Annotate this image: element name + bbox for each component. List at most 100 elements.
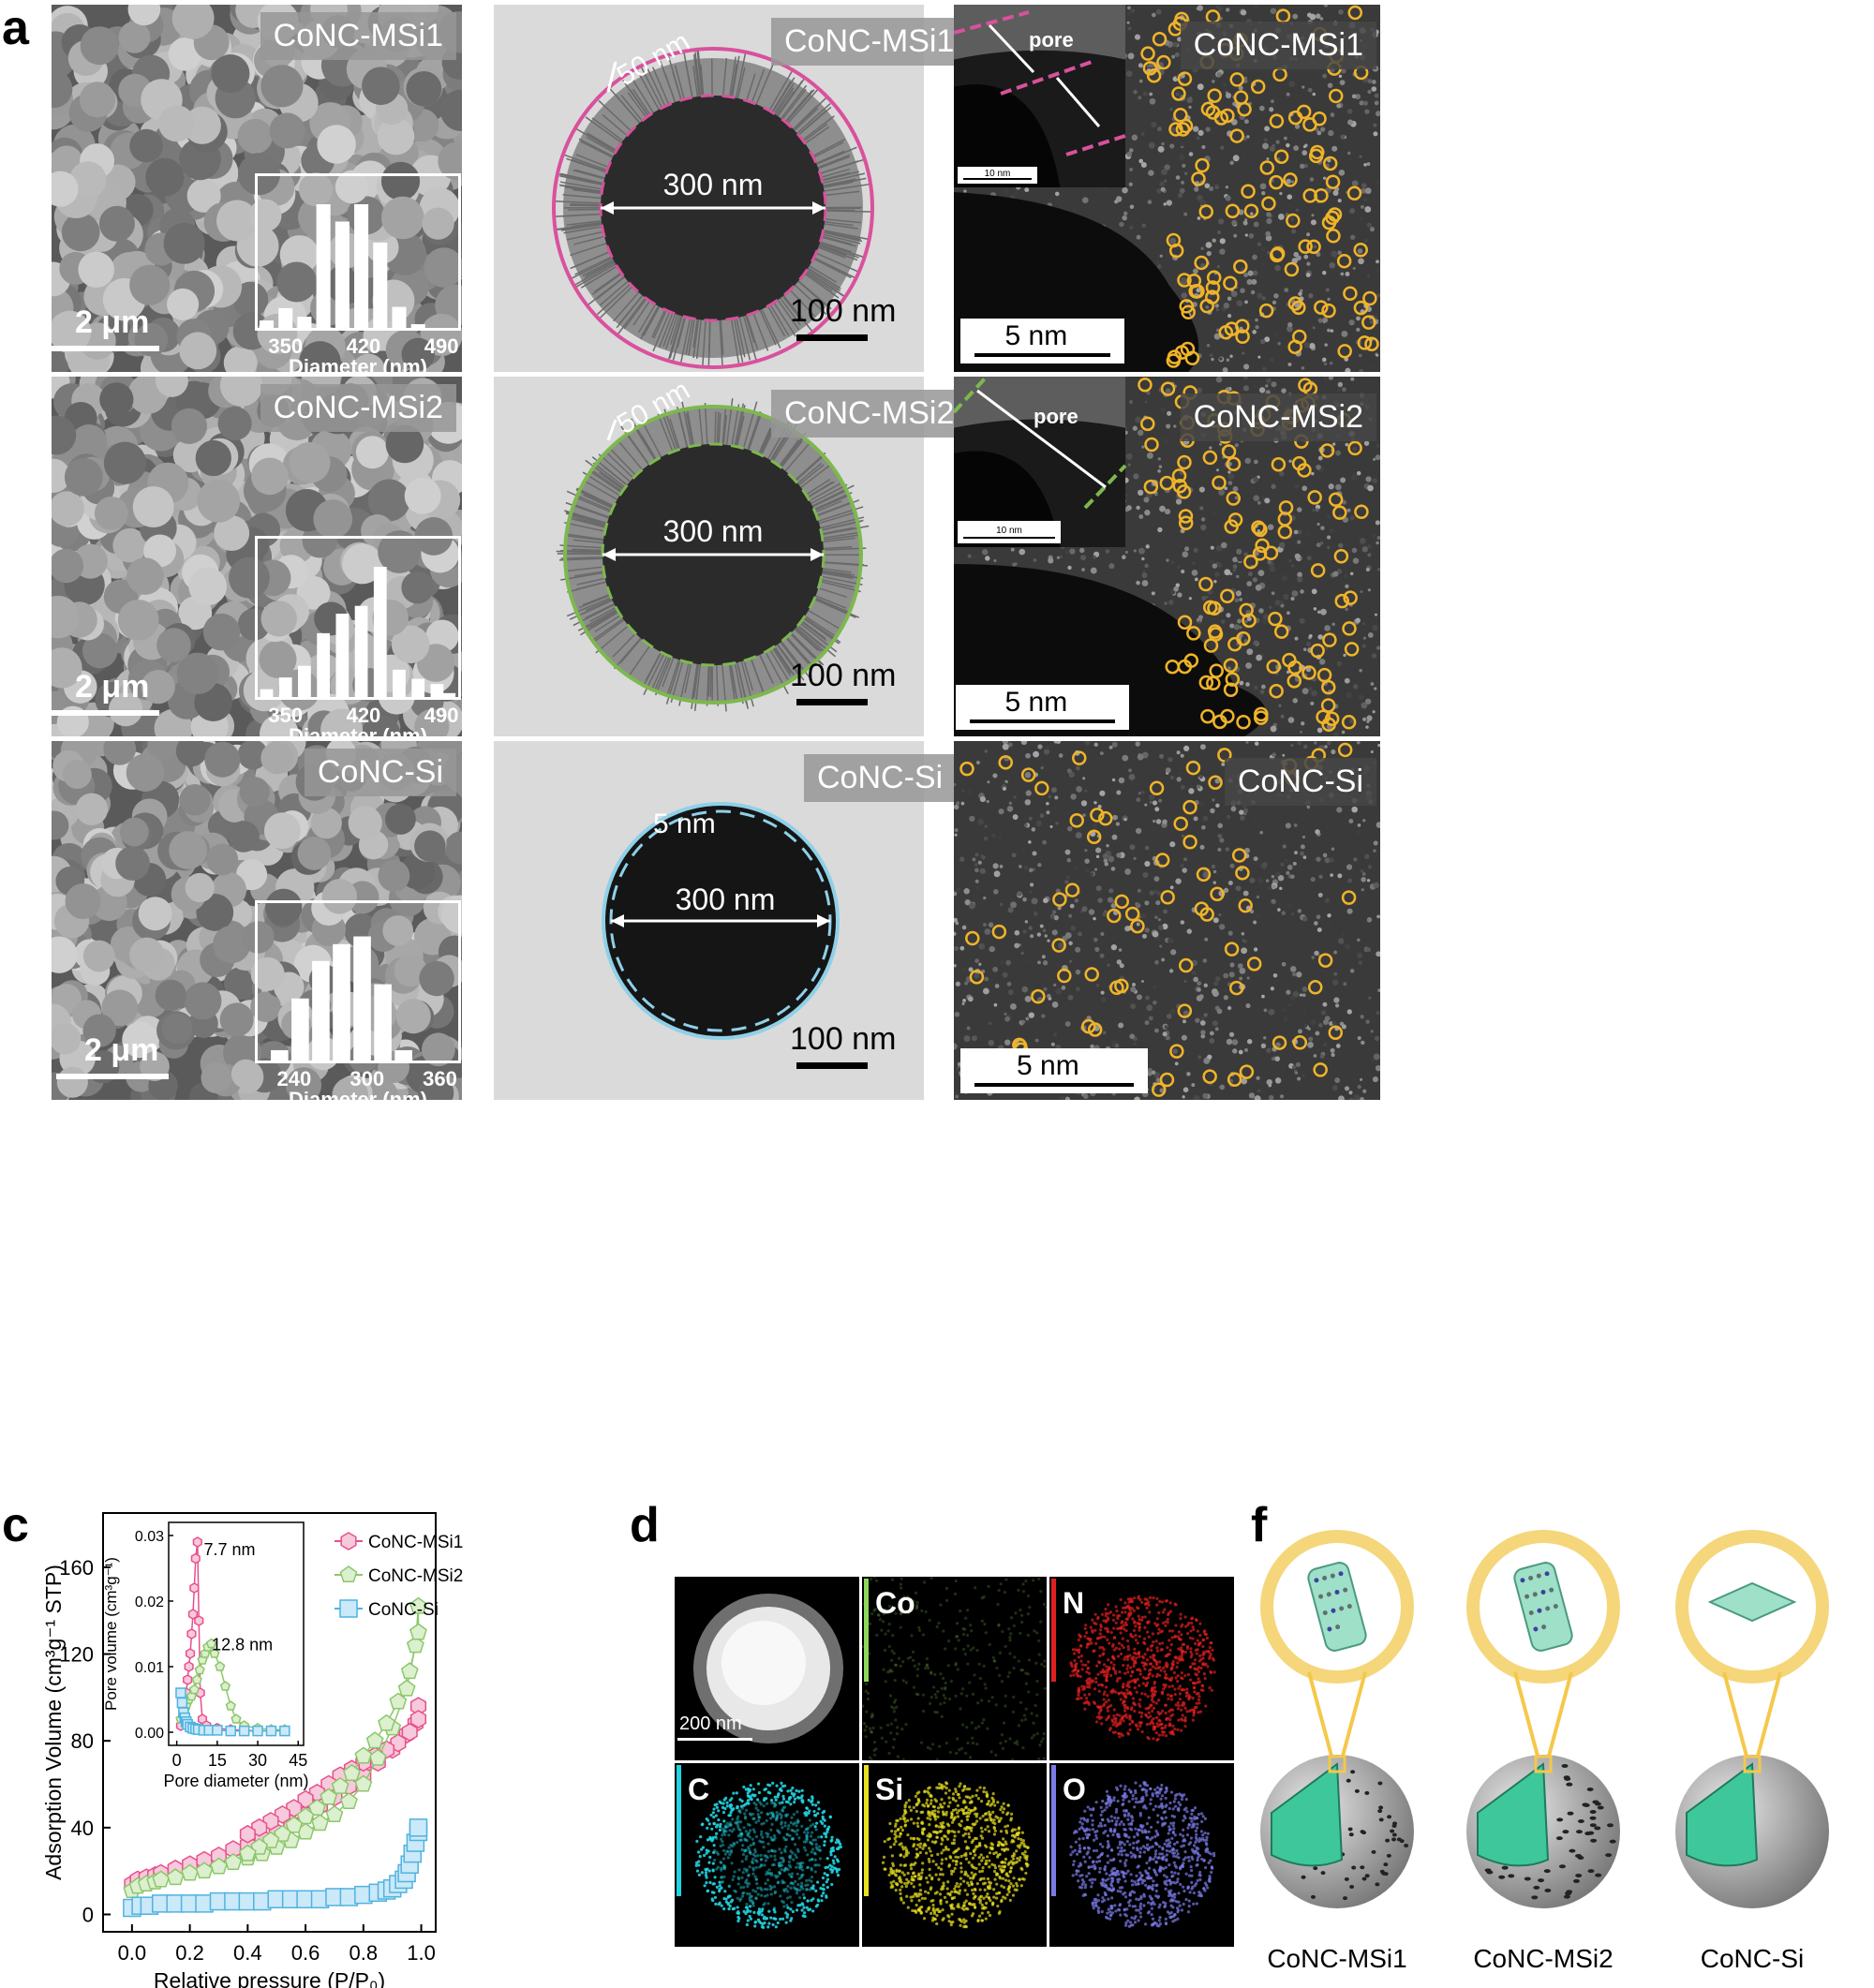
single-atom-marker <box>1031 988 1046 1004</box>
schematic-CoNC-Si: CoNC-Si <box>1675 1530 1829 1973</box>
histogram-bar <box>393 669 406 697</box>
diameter-label: 300 nm <box>663 514 764 548</box>
sample-tag: CoNC-MSi1 <box>260 12 456 61</box>
data-point <box>339 1792 358 1810</box>
single-atom-marker <box>1182 799 1197 815</box>
single-atom-marker <box>1306 239 1321 255</box>
histogram-tick-label: 420 <box>347 334 381 358</box>
series-CoNC-MSi2 <box>123 1596 427 1899</box>
data-point <box>209 1648 220 1658</box>
histogram-bar <box>312 960 330 1061</box>
schematic-CoNC-MSi2: CoNC-MSi2 <box>1466 1530 1620 1973</box>
single-atom-marker <box>1334 593 1349 609</box>
single-atom-marker <box>1172 479 1188 494</box>
element-label: O <box>1063 1773 1086 1806</box>
single-atom-marker <box>1223 275 1238 290</box>
single-atom-marker <box>1241 184 1256 199</box>
single-atom-marker <box>1196 867 1212 883</box>
histogram-tick-label: 300 <box>350 1067 384 1090</box>
single-atom-marker <box>1344 642 1360 657</box>
data-point <box>308 1799 326 1817</box>
scale-bar-label: 5 nm <box>1017 1050 1079 1081</box>
histogram-bar <box>410 324 425 328</box>
single-atom-marker <box>1138 378 1153 393</box>
data-point <box>210 1857 228 1875</box>
single-atom-marker <box>1069 812 1084 828</box>
data-point <box>231 1714 242 1724</box>
diameter-label: 300 nm <box>676 883 776 916</box>
histogram-tick-label: 420 <box>347 704 381 727</box>
histogram-bar <box>430 684 444 697</box>
scale-bar-label: 5 nm <box>1004 320 1068 351</box>
single-atom-marker <box>1354 504 1369 520</box>
single-atom-marker <box>1140 416 1155 432</box>
eds-map-o <box>1049 1763 1234 1947</box>
single-atom-marker <box>1353 300 1369 316</box>
tem-image: 50 nm 300 nm <box>494 5 924 372</box>
inset-x-tick-label: 30 <box>248 1751 267 1770</box>
single-atom-marker <box>959 761 974 777</box>
single-atom-marker <box>1191 171 1206 186</box>
single-atom-marker <box>1064 883 1080 898</box>
single-atom-marker <box>1202 450 1218 466</box>
single-atom-marker <box>1286 213 1301 229</box>
inset-scale-label: 10 nm <box>996 526 1022 536</box>
single-atom-marker <box>1177 615 1193 631</box>
sample-tag: CoNC-MSi2 <box>771 390 968 438</box>
single-atom-marker <box>1239 602 1254 618</box>
single-atom-marker <box>1205 280 1221 295</box>
sample-tag: CoNC-MSi2 <box>260 384 456 433</box>
single-atom-marker <box>1220 588 1235 604</box>
single-atom-marker <box>1130 918 1145 934</box>
scale-bar <box>677 1738 752 1741</box>
panel-label-f: f <box>1251 1498 1268 1552</box>
single-atom-marker <box>1223 658 1239 674</box>
single-atom-marker <box>1212 475 1227 490</box>
single-atom-marker <box>1052 892 1067 907</box>
sample-tag: CoNC-MSi1 <box>1180 22 1376 70</box>
y-tick-label: 0 <box>82 1903 94 1926</box>
scale-bar <box>974 1083 1134 1087</box>
single-atom-marker <box>1175 122 1191 137</box>
panel-c-isotherm-chart: 0.0 0.2 0.4 0.6 0.8 1.0 0 40 80 120 160 Relative pr… <box>41 1512 463 1988</box>
pore-channel <box>1307 1562 1367 1652</box>
single-atom-marker <box>1361 315 1376 330</box>
single-atom-marker <box>1205 289 1220 304</box>
legend-label: CoNC-Si <box>368 1600 439 1620</box>
single-atom-marker <box>1160 889 1175 905</box>
single-atom-marker <box>1178 957 1194 973</box>
legend-entry: CoNC-Si <box>335 1599 439 1620</box>
pore-label: pore <box>1034 405 1078 428</box>
data-point <box>185 1648 196 1659</box>
single-atom-marker <box>1178 515 1194 530</box>
data-point <box>389 1692 408 1710</box>
single-atom-marker <box>1321 303 1336 319</box>
single-atom-marker <box>1179 299 1195 314</box>
scale-bar <box>974 353 1110 357</box>
data-point <box>325 1804 344 1822</box>
single-atom-marker <box>1107 908 1122 924</box>
single-atom-marker <box>1171 86 1186 101</box>
data-point <box>406 1636 424 1654</box>
scale-bar-label: 2 μm <box>75 669 150 705</box>
single-atom-marker <box>1287 660 1302 675</box>
haadf-image: pore 10 nm <box>954 377 1380 736</box>
single-atom-marker <box>1098 810 1113 826</box>
histogram-bar <box>333 943 350 1061</box>
single-atom-marker <box>1269 113 1285 128</box>
inset-series-CoNC-Si <box>175 1687 290 1737</box>
single-atom-marker <box>1208 775 1223 790</box>
y-tick-label: 40 <box>71 1817 94 1840</box>
single-atom-marker <box>1291 300 1306 316</box>
eds-map-haadf <box>675 1577 859 1760</box>
data-point <box>311 1814 329 1832</box>
x-tick-label: 0.4 <box>233 1941 262 1965</box>
histogram-bar <box>354 605 368 697</box>
single-atom-marker <box>1212 714 1227 730</box>
data-point <box>205 1638 217 1649</box>
single-atom-marker <box>1273 149 1289 164</box>
scale-bar-label: 5 nm <box>1004 687 1068 718</box>
single-atom-marker <box>1227 1072 1242 1087</box>
